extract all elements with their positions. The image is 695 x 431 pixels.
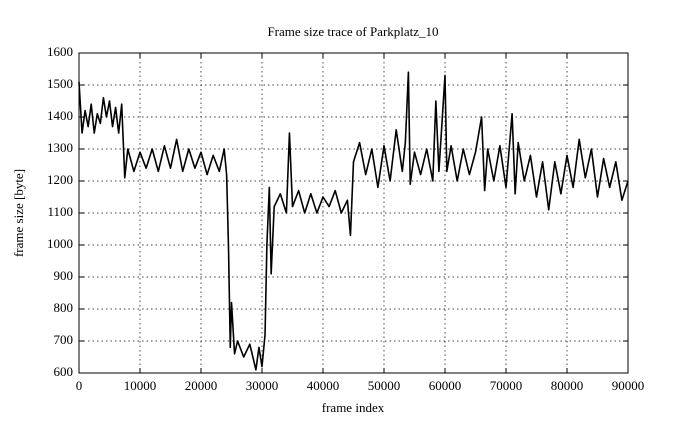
y-tick-label: 1000: [47, 236, 73, 251]
y-tick-label: 800: [54, 300, 74, 315]
y-tick-label: 1600: [47, 44, 73, 59]
y-tick-label: 600: [54, 364, 74, 379]
x-tick-label: 70000: [490, 378, 523, 393]
x-axis-label: frame index: [322, 400, 385, 415]
x-tick-label: 60000: [429, 378, 462, 393]
x-tick-label: 90000: [612, 378, 645, 393]
x-tick-label: 40000: [307, 378, 340, 393]
chart-title: Frame size trace of Parkplatz_10: [267, 24, 438, 39]
y-tick-label: 1300: [47, 140, 73, 155]
plot-frame: [78, 52, 629, 374]
y-tick-label: 700: [54, 332, 74, 347]
y-tick-label: 1100: [47, 204, 73, 219]
y-tick-label: 1200: [47, 172, 73, 187]
x-tick-label: 50000: [368, 378, 401, 393]
x-tick-label: 0: [76, 378, 83, 393]
y-tick-label: 900: [54, 268, 74, 283]
y-axis-label: frame size [byte]: [11, 169, 26, 257]
trace-line: [78, 71, 629, 371]
x-tick-label: 30000: [246, 378, 279, 393]
y-tick-label: 1400: [47, 108, 73, 123]
y-tick-label: 1500: [47, 76, 73, 91]
x-tick-label: 80000: [551, 378, 584, 393]
x-tick-label: 10000: [124, 378, 157, 393]
x-tick-label: 20000: [185, 378, 218, 393]
